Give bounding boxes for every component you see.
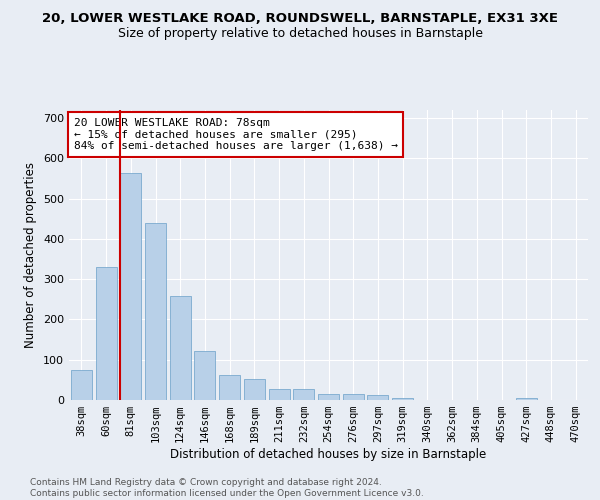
Bar	[392, 398, 413, 400]
Text: 20, LOWER WESTLAKE ROAD, ROUNDSWELL, BARNSTAPLE, EX31 3XE: 20, LOWER WESTLAKE ROAD, ROUNDSWELL, BAR…	[42, 12, 558, 26]
Bar	[194, 351, 215, 400]
Text: 20 LOWER WESTLAKE ROAD: 78sqm
← 15% of detached houses are smaller (295)
84% of : 20 LOWER WESTLAKE ROAD: 78sqm ← 15% of d…	[74, 118, 398, 152]
Y-axis label: Number of detached properties: Number of detached properties	[25, 162, 37, 348]
Bar	[95, 267, 116, 400]
Text: Size of property relative to detached houses in Barnstaple: Size of property relative to detached ho…	[118, 28, 482, 40]
Bar	[293, 388, 314, 400]
Bar	[343, 394, 364, 400]
Bar	[71, 370, 92, 400]
Bar	[516, 398, 537, 400]
Bar	[367, 395, 388, 400]
Bar	[145, 223, 166, 400]
Bar	[120, 173, 141, 400]
Bar	[269, 388, 290, 400]
Bar	[219, 374, 240, 400]
Bar	[170, 296, 191, 400]
Text: Contains HM Land Registry data © Crown copyright and database right 2024.
Contai: Contains HM Land Registry data © Crown c…	[30, 478, 424, 498]
Bar	[244, 379, 265, 400]
X-axis label: Distribution of detached houses by size in Barnstaple: Distribution of detached houses by size …	[170, 448, 487, 461]
Bar	[318, 394, 339, 400]
